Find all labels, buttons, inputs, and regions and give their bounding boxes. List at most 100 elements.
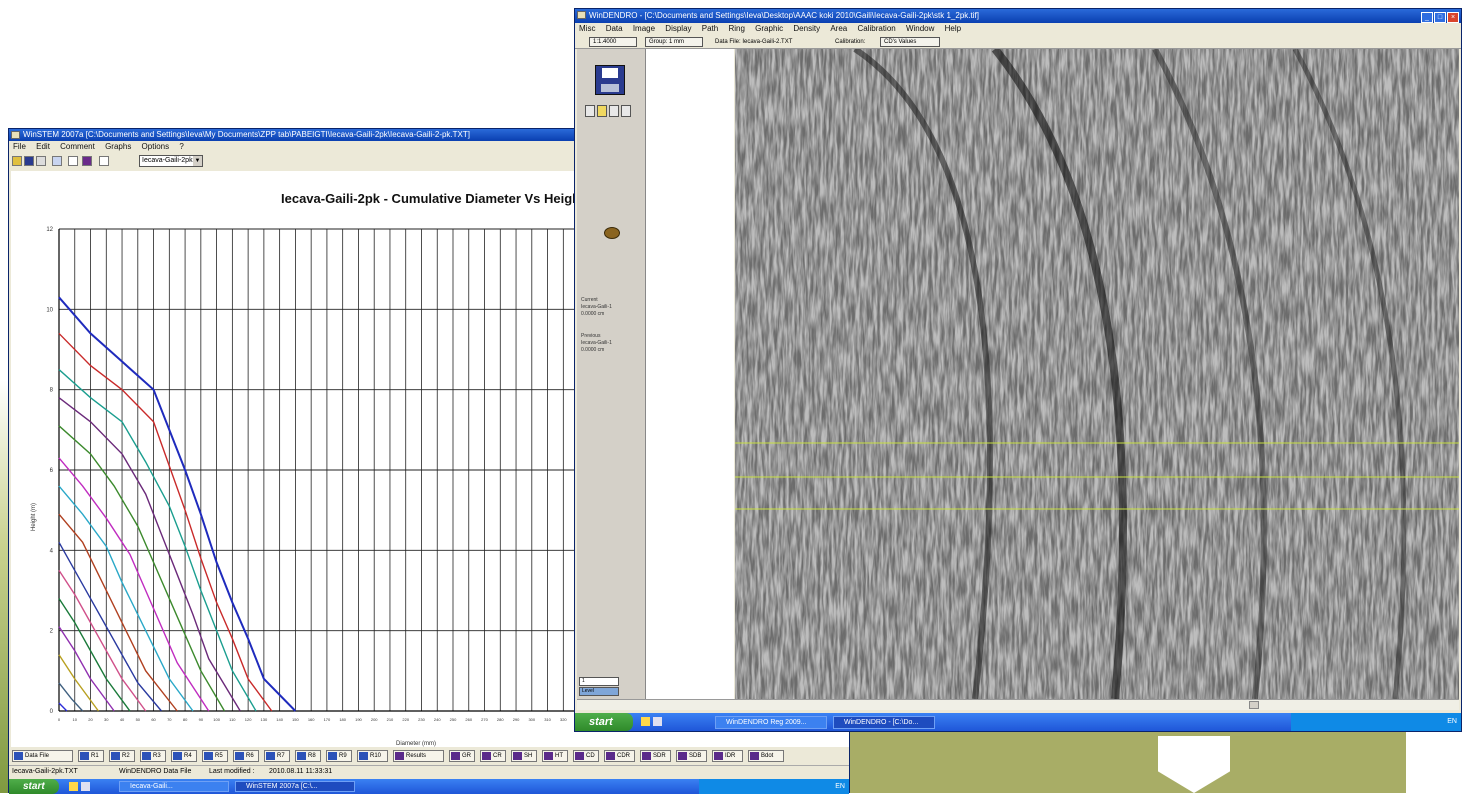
taskbar-item[interactable]: Iecava-Gaili... [119,781,229,792]
graph-button-r3[interactable]: R3 [140,750,166,762]
menu-data[interactable]: Data [605,24,623,33]
quicklaunch-icon[interactable] [81,782,90,791]
graph-button-label: IDR [725,753,736,759]
windendro-titlebar[interactable]: WinDENDRO - [C:\Documents and Settings\I… [575,9,1461,23]
graph-button-r2[interactable]: R2 [109,750,135,762]
menu-help[interactable]: ? [179,142,184,151]
series-line [58,397,241,712]
status-file: Iecava-Gaili-2pk.TXT [12,768,78,775]
pointer-tool-icon[interactable] [585,105,595,117]
x-tick-label: 210 [387,717,394,722]
graph-buttons-bar: Data File R1 R2 R3 R4 R5 R6 R7 R8 R9 R10 Results GR C… [9,747,849,765]
graph-button-gr[interactable]: GR [449,750,475,762]
start-button[interactable]: start [9,779,59,794]
graph-button-idr[interactable]: IDR [712,750,743,762]
graph-button-bdot[interactable]: Bdot [748,750,784,762]
graph-button-sh[interactable]: SH [511,750,537,762]
graph-button-r1[interactable]: R1 [78,750,104,762]
menu-ring[interactable]: Ring [728,24,745,33]
x-tick-label: 70 [167,717,172,722]
graph-button-cr[interactable]: CR [480,750,506,762]
path-tool-icon[interactable] [597,105,607,117]
menu-file[interactable]: File [13,142,26,151]
graph-button-cdr[interactable]: CDR [604,750,635,762]
windendro-title: WinDENDRO - [C:\Documents and Settings\I… [589,11,979,20]
menu-calibration[interactable]: Calibration [857,24,896,33]
save-icon[interactable] [24,156,34,166]
save-icon[interactable] [595,65,625,95]
tool-panel: Current Iecava-Gaili-1 0.0000 cm Previou… [577,49,646,699]
copy-icon[interactable] [52,156,62,166]
graph-button-data-file[interactable]: Data File [12,750,73,762]
menu-misc[interactable]: Misc [579,24,596,33]
horizontal-scrollbar[interactable] [577,699,1459,710]
graph-button-r10[interactable]: R10 [357,750,388,762]
winstem-title: WinSTEM 2007a [C:\Documents and Settings… [23,130,470,139]
print-icon[interactable] [36,156,46,166]
menu-path[interactable]: Path [701,24,719,33]
menu-graphic[interactable]: Graphic [755,24,784,33]
graph-button-label: Bdot [761,753,774,759]
group-box: Group: 1 mm [645,37,703,47]
graph-button-results[interactable]: Results [393,750,444,762]
menu-window[interactable]: Window [905,24,935,33]
start-button[interactable]: start [575,713,633,731]
series-line [58,654,99,712]
wood-scan-image[interactable] [735,49,1459,699]
graph-button-r9[interactable]: R9 [326,750,352,762]
scrollbar-thumb[interactable] [1249,701,1259,709]
x-tick-label: 110 [229,717,236,722]
graph-button-sdb[interactable]: SDB [676,750,707,762]
series-line [58,457,210,712]
quicklaunch-icon[interactable] [641,717,650,726]
graph-button-sdr[interactable]: SDR [640,750,671,762]
chart-icon[interactable] [82,156,92,166]
graph-button-r8[interactable]: R8 [295,750,321,762]
edit-tool-icon[interactable] [621,105,631,117]
menu-edit[interactable]: Edit [36,142,50,151]
pen-tool-icon[interactable] [609,105,619,117]
text-icon[interactable] [68,156,78,166]
x-tick-label: 180 [339,717,346,722]
graph-button-ht[interactable]: HT [542,750,568,762]
graph-settings-icon[interactable] [99,156,109,166]
x-tick-label: 60 [151,717,156,722]
bar-chart-icon [606,752,615,760]
taskbar-item[interactable]: WinDENDRO Reg 2009... [715,716,827,729]
menu-comment[interactable]: Comment [60,142,95,151]
x-tick-label: 310 [544,717,551,722]
level-value-box[interactable]: 1 [579,677,619,686]
taskbar-item[interactable]: WinDENDRO - [C:\Do... [833,716,935,729]
maximize-icon[interactable]: □ [1434,12,1446,23]
minimize-icon[interactable]: _ [1421,12,1433,23]
series-combo[interactable]: Iecava-Gaili-2pk ▼ [139,155,203,167]
data-grid-icon [80,752,89,760]
graph-button-r5[interactable]: R5 [202,750,228,762]
quicklaunch-icon[interactable] [653,717,662,726]
taskbar-item[interactable]: WinSTEM 2007a [C:\... [235,781,355,792]
x-tick-label: 280 [497,717,504,722]
menu-graphs[interactable]: Graphs [105,142,132,151]
graph-button-r6[interactable]: R6 [233,750,259,762]
graph-button-r7[interactable]: R7 [264,750,290,762]
series-line [58,541,162,712]
menu-help[interactable]: Help [944,24,962,33]
menu-image[interactable]: Image [632,24,656,33]
chevron-down-icon[interactable]: ▼ [193,156,202,166]
graph-button-cd[interactable]: CD [573,750,599,762]
close-icon[interactable]: × [1447,12,1459,23]
quicklaunch-icon[interactable] [69,782,78,791]
graph-button-label: R3 [153,753,161,759]
x-tick-label: 220 [402,717,409,722]
menu-density[interactable]: Density [793,24,821,33]
current-name: Iecava-Gaili-1 [581,304,612,310]
menu-options[interactable]: Options [141,142,170,151]
level-label-box[interactable]: Level [579,687,619,696]
menu-area[interactable]: Area [830,24,848,33]
graph-button-r4[interactable]: R4 [171,750,197,762]
menu-display[interactable]: Display [665,24,692,33]
open-folder-icon[interactable] [12,156,22,166]
data-grid-icon [14,752,23,760]
y-tick-label: 8 [50,388,54,394]
bar-chart-icon [642,752,651,760]
